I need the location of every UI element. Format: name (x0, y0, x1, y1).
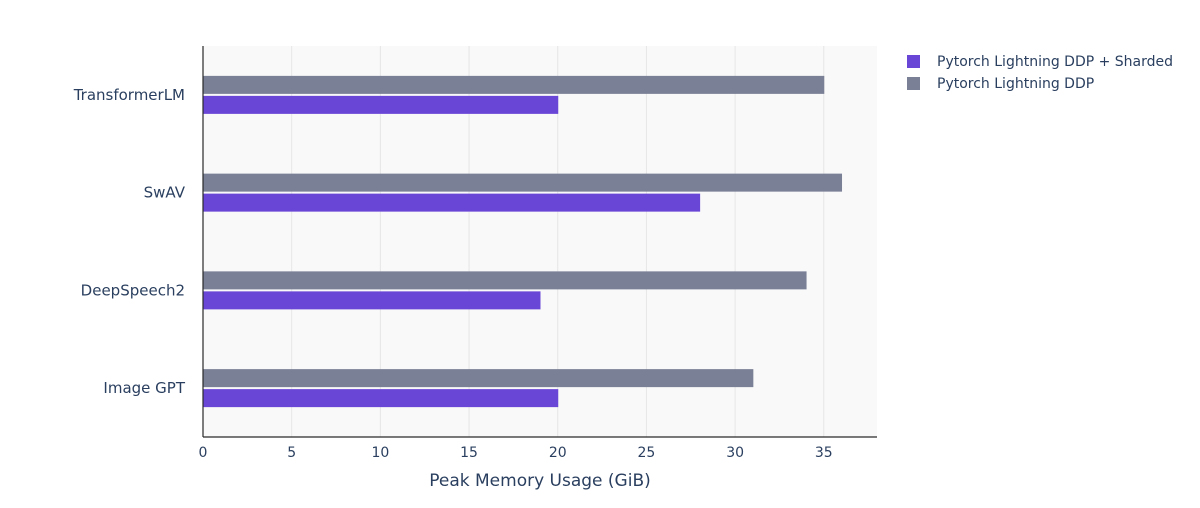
legend-item-label[interactable]: Pytorch Lightning DDP + Sharded (937, 54, 1173, 70)
legend-swatch[interactable] (907, 55, 920, 68)
bar-sharded-deepspeech2[interactable] (203, 291, 541, 310)
category-label: Image GPT (103, 379, 185, 397)
category-label: TransformerLM (73, 86, 185, 104)
x-tick-labels: 0 5 10 15 20 25 30 35 (199, 445, 833, 461)
x-tick-label: 20 (549, 445, 567, 461)
x-tick-label: 30 (726, 445, 744, 461)
legend-item-label[interactable]: Pytorch Lightning DDP (937, 76, 1094, 92)
x-tick-label: 5 (287, 445, 296, 461)
bar-sharded-swav[interactable] (203, 193, 701, 212)
x-tick-label: 25 (638, 445, 656, 461)
bar-sharded-transformerlm[interactable] (203, 95, 559, 114)
category-label: SwAV (144, 184, 186, 202)
legend-swatch[interactable] (907, 77, 920, 90)
category-labels: Image GPT DeepSpeech2 SwAV TransformerLM (73, 86, 186, 397)
bar-ddp-deepspeech2[interactable] (203, 271, 807, 290)
bar-ddp-transformerlm[interactable] (203, 75, 825, 94)
x-tick-label: 35 (815, 445, 833, 461)
bar-ddp-image-gpt[interactable] (203, 369, 754, 388)
category-label: DeepSpeech2 (81, 281, 185, 299)
legend[interactable]: Pytorch Lightning DDP + Sharded Pytorch L… (907, 54, 1173, 92)
x-tick-label: 15 (460, 445, 478, 461)
x-tick-label: 10 (371, 445, 389, 461)
bar-ddp-swav[interactable] (203, 173, 843, 192)
x-axis-title: Peak Memory Usage (GiB) (429, 471, 651, 491)
x-tick-label: 0 (199, 445, 208, 461)
bar-sharded-image-gpt[interactable] (203, 389, 559, 408)
bars (203, 75, 843, 408)
